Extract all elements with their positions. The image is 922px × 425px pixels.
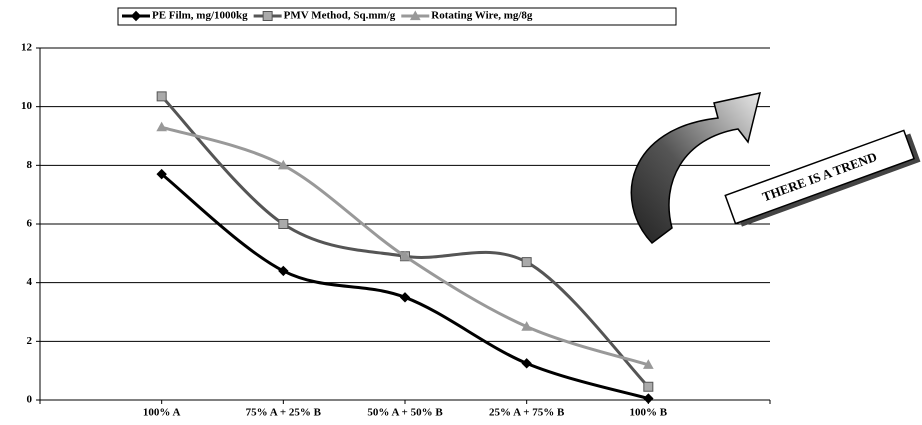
marker [399,292,411,303]
legend-item: PE Film, mg/1000kg [122,10,248,22]
marker [642,359,654,369]
y-tick-label: 2 [27,335,33,347]
marker [521,358,532,369]
legend-box [117,7,677,26]
marker [521,321,533,331]
marker [156,168,167,180]
marker [643,381,654,392]
marker [399,250,411,261]
legend-label: PE Film, mg/1000kg [152,10,248,22]
legend-item: PMV Method, Sq.mm/g [253,10,396,22]
series-line [161,125,649,367]
x-tick-label: 75% A + 25% B [246,407,322,419]
series-line [160,172,649,400]
y-tick-label: 12 [21,42,33,54]
legend-label: PMV Method, Sq.mm/g [284,10,396,22]
y-tick-label: 0 [27,394,33,406]
marker [409,10,421,21]
marker [277,159,289,170]
x-tick-label: 100% A [143,407,181,419]
marker [278,265,289,277]
banner: THERE IS A TREND [724,129,921,227]
y-tick-label: 4 [27,276,33,288]
marker [521,257,532,268]
marker [130,10,142,22]
marker [262,11,273,21]
legend-label: Rotating Wire, mg/8g [431,10,533,22]
x-tick-label: 25% A + 75% B [489,407,565,419]
marker [278,219,289,229]
marker [643,393,654,404]
marker [156,91,167,102]
arrow [630,92,762,245]
legend-item: Rotating Wire, mg/8g [401,10,533,22]
y-tick-label: 8 [27,159,33,171]
y-tick-label: 10 [21,100,33,112]
y-tick-label: 6 [27,218,33,230]
marker [156,121,168,132]
x-tick-label: 50% A + 50% B [367,407,443,419]
x-tick-label: 100% B [630,407,668,419]
